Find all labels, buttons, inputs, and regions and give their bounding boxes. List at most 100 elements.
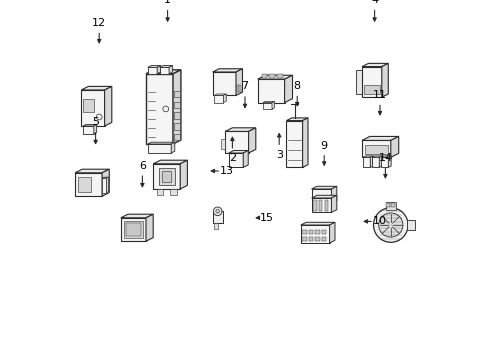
Circle shape (373, 208, 408, 242)
Text: 14: 14 (378, 153, 392, 163)
Polygon shape (312, 189, 331, 203)
Text: 13: 13 (220, 166, 234, 176)
Polygon shape (301, 225, 330, 243)
Polygon shape (148, 144, 171, 153)
Polygon shape (157, 66, 161, 74)
Polygon shape (331, 195, 337, 212)
Polygon shape (225, 131, 248, 153)
Polygon shape (363, 157, 370, 167)
Bar (315, 230, 319, 234)
Polygon shape (370, 156, 373, 167)
Polygon shape (104, 86, 112, 126)
Bar (391, 203, 394, 207)
Bar (78, 177, 91, 192)
Polygon shape (263, 103, 272, 109)
Polygon shape (388, 156, 391, 167)
Bar (83, 99, 94, 112)
Bar (157, 189, 163, 195)
Polygon shape (213, 72, 236, 95)
Bar (159, 168, 175, 185)
Polygon shape (286, 121, 303, 167)
Polygon shape (356, 70, 362, 94)
Polygon shape (148, 142, 175, 144)
Polygon shape (160, 66, 172, 67)
Polygon shape (225, 128, 256, 131)
Polygon shape (236, 69, 243, 95)
Text: 12: 12 (92, 18, 106, 28)
Polygon shape (148, 66, 161, 67)
Circle shape (379, 213, 403, 237)
Polygon shape (258, 75, 293, 79)
Bar (126, 223, 141, 236)
Text: 8: 8 (294, 81, 301, 91)
Polygon shape (146, 214, 153, 241)
Polygon shape (248, 128, 256, 153)
Polygon shape (106, 177, 109, 193)
Bar (123, 221, 143, 238)
Bar (174, 102, 180, 108)
Bar (321, 237, 326, 241)
Polygon shape (312, 186, 337, 189)
Polygon shape (153, 164, 180, 189)
Polygon shape (83, 126, 94, 134)
Polygon shape (121, 218, 146, 241)
Text: 5: 5 (92, 117, 99, 127)
Text: 6: 6 (139, 161, 146, 171)
Polygon shape (272, 102, 274, 109)
Polygon shape (121, 214, 153, 218)
Text: 15: 15 (260, 213, 273, 223)
Polygon shape (362, 63, 388, 67)
Polygon shape (83, 125, 97, 126)
Polygon shape (372, 156, 382, 157)
Bar (313, 200, 317, 211)
Polygon shape (94, 125, 97, 134)
Polygon shape (169, 66, 172, 74)
Bar (309, 230, 313, 234)
Bar (213, 211, 222, 223)
Bar (221, 139, 225, 149)
Polygon shape (391, 136, 399, 157)
Bar (239, 85, 241, 92)
Text: 9: 9 (320, 141, 328, 151)
Circle shape (213, 207, 222, 216)
Polygon shape (102, 169, 109, 196)
Polygon shape (362, 67, 382, 97)
Polygon shape (148, 67, 157, 74)
Bar (386, 202, 396, 210)
Polygon shape (285, 75, 293, 103)
Polygon shape (301, 222, 335, 225)
Text: 3: 3 (276, 150, 283, 160)
Polygon shape (372, 157, 379, 167)
Polygon shape (312, 195, 337, 198)
Circle shape (216, 210, 220, 213)
Bar (171, 189, 177, 195)
Polygon shape (381, 157, 388, 167)
Bar (315, 237, 319, 241)
Polygon shape (330, 222, 335, 243)
Polygon shape (102, 178, 106, 193)
Polygon shape (146, 70, 181, 74)
Text: 4: 4 (371, 0, 378, 5)
Polygon shape (243, 150, 248, 167)
Polygon shape (81, 86, 112, 90)
Polygon shape (229, 153, 243, 167)
Polygon shape (213, 69, 243, 72)
Polygon shape (215, 95, 223, 103)
Bar (319, 200, 322, 211)
Bar (309, 237, 313, 241)
Bar (237, 85, 239, 92)
Bar (364, 85, 380, 94)
Polygon shape (153, 160, 187, 164)
Polygon shape (312, 198, 331, 212)
Bar (174, 134, 180, 140)
Polygon shape (171, 142, 175, 153)
Polygon shape (229, 150, 248, 153)
Polygon shape (223, 94, 226, 103)
Polygon shape (362, 140, 391, 157)
Bar (277, 74, 283, 78)
Polygon shape (258, 79, 285, 103)
Bar (214, 223, 218, 229)
Polygon shape (146, 74, 173, 144)
Bar (302, 230, 307, 234)
Bar (386, 203, 390, 207)
